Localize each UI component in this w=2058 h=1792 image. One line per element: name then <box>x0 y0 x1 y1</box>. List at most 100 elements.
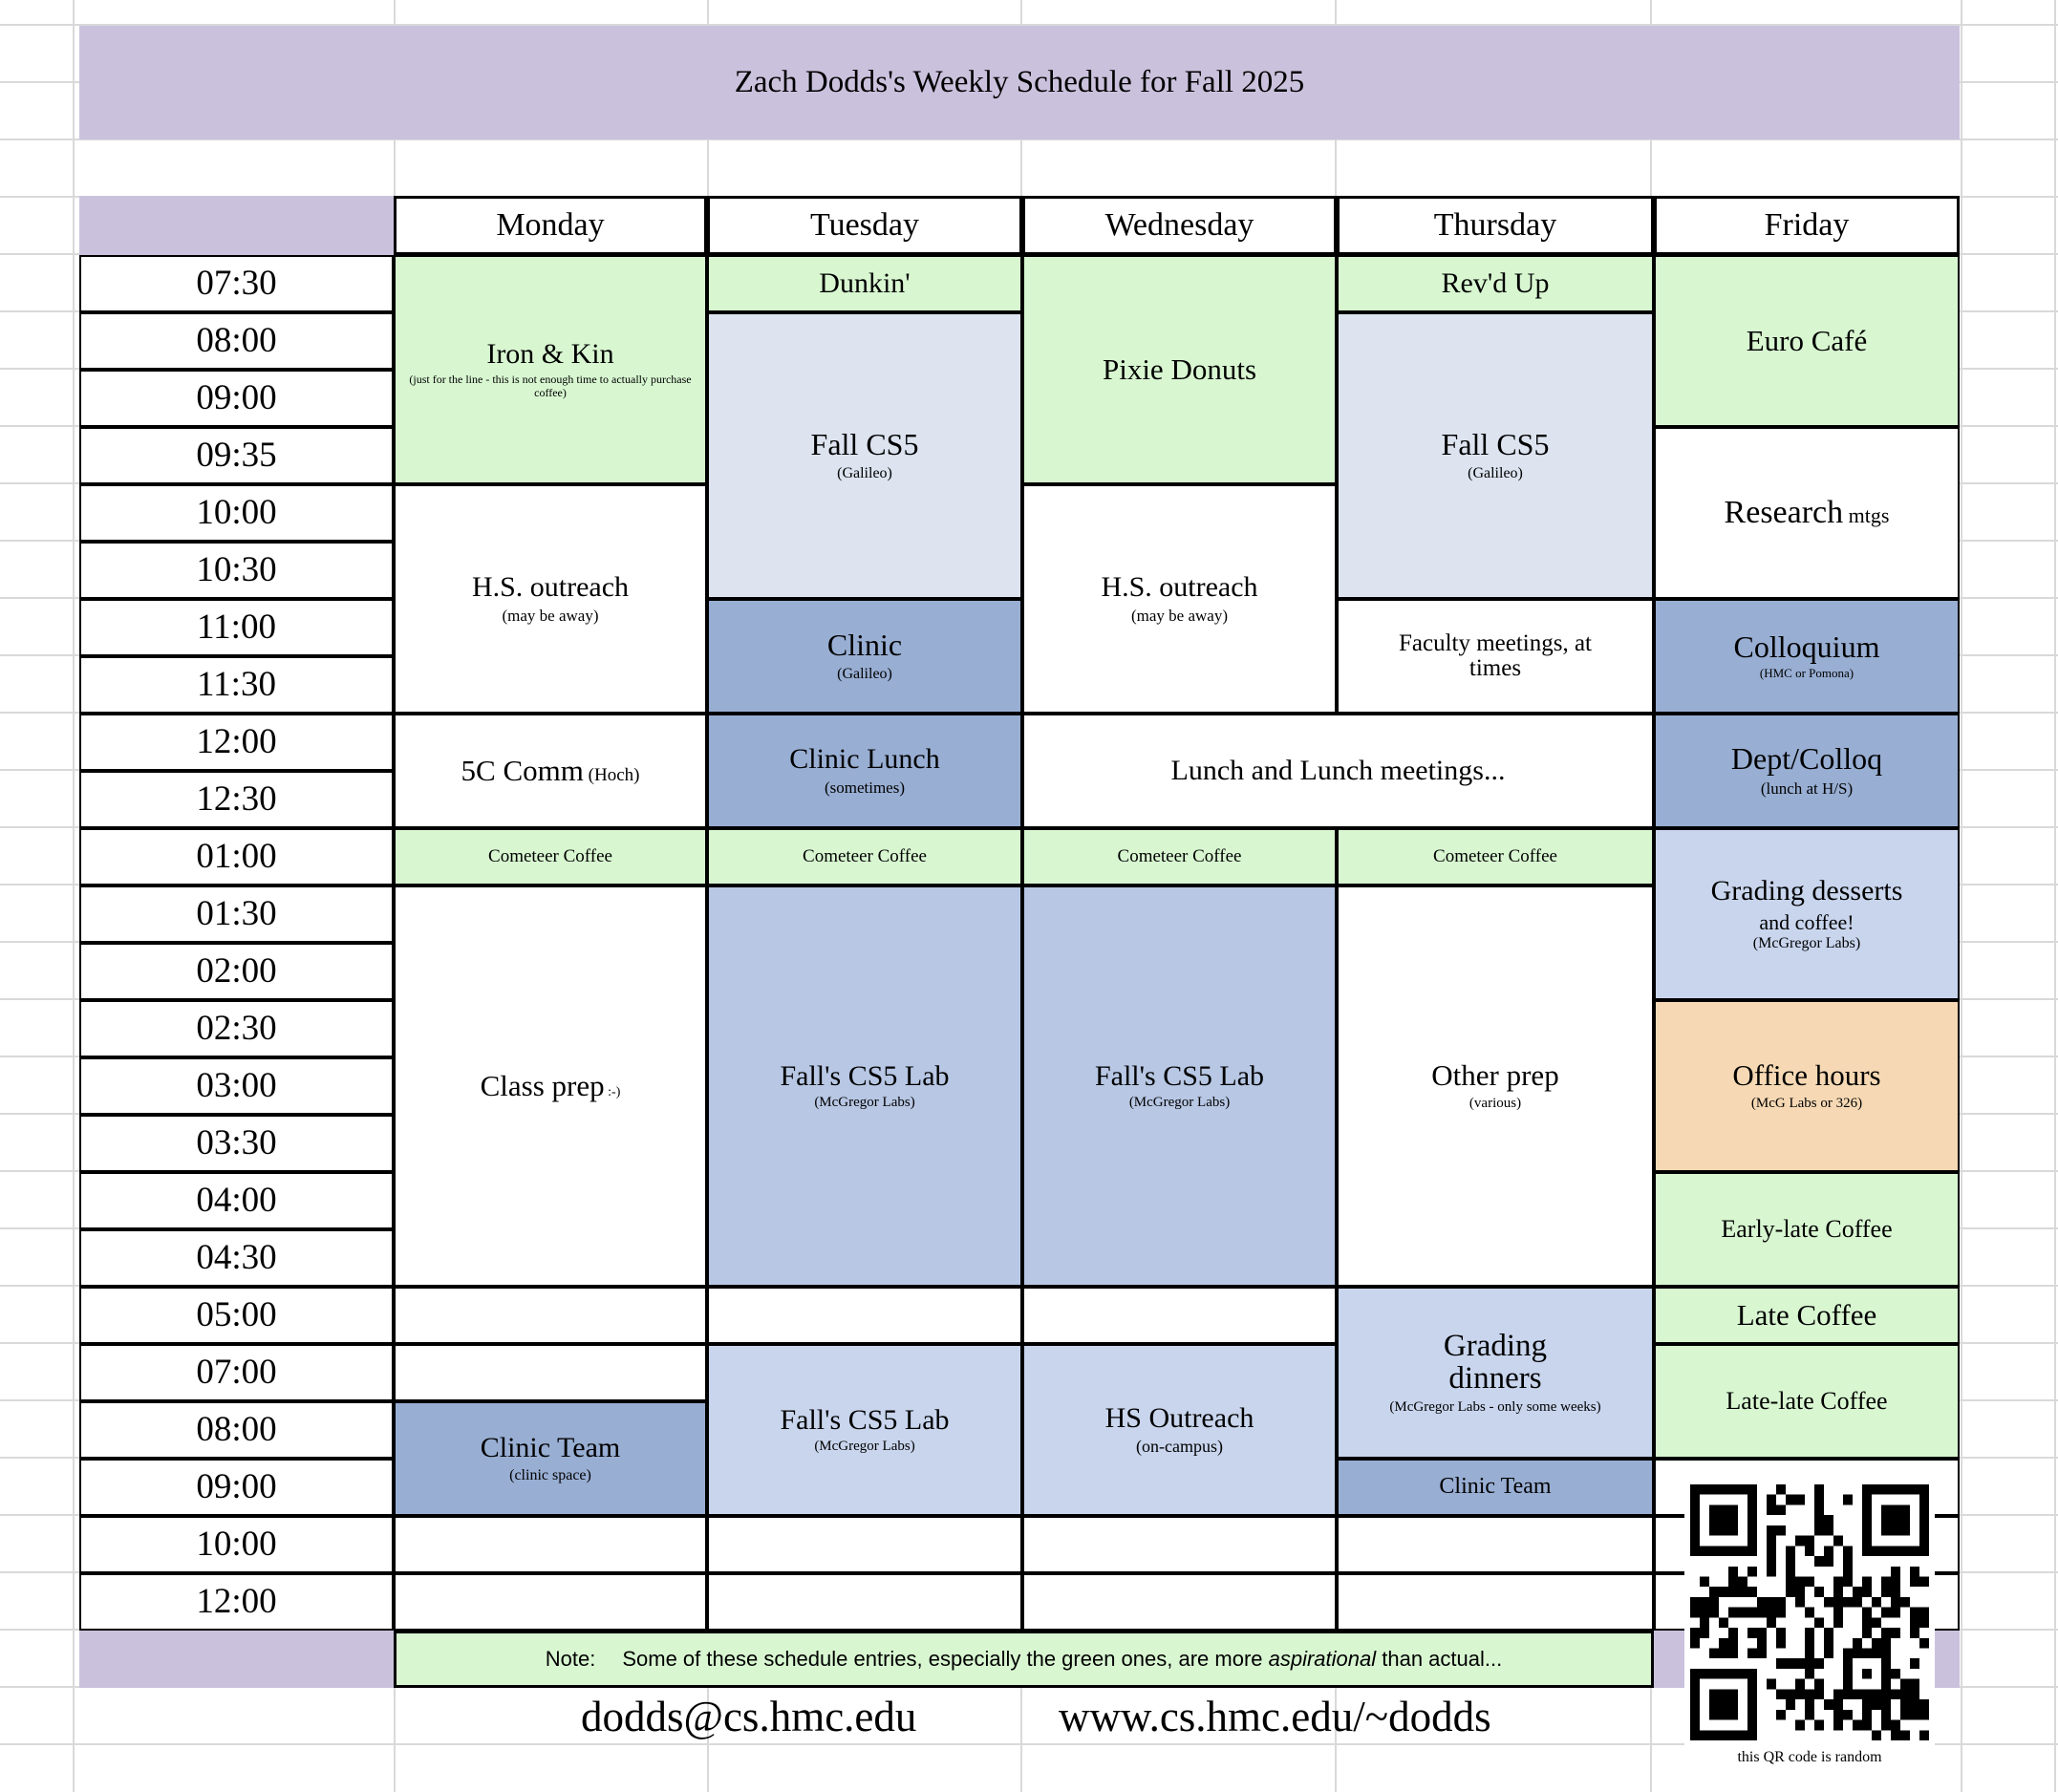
event-title: Euro Café <box>1746 323 1868 357</box>
empty-slot-cell[interactable] <box>394 1344 707 1401</box>
event-title: Clinic Team <box>1439 1474 1552 1500</box>
schedule-grid: Monday Tuesday Wednesday Thursday Friday 07:3… <box>79 196 1960 1688</box>
time-label-cell[interactable]: 12:00 <box>79 1573 394 1631</box>
event-h-s-outreach[interactable]: H.S. outreach (may be away) <box>394 484 707 714</box>
time-label-cell[interactable]: 09:00 <box>79 370 394 427</box>
event-title: H.S. outreach <box>471 571 630 604</box>
event-colloquium[interactable]: Colloquium (HMC or Pomona) <box>1654 599 1960 714</box>
time-label-cell[interactable]: 10:00 <box>79 484 394 542</box>
empty-slot-cell[interactable] <box>707 1516 1022 1573</box>
time-label-cell[interactable]: 08:00 <box>79 1401 394 1459</box>
event-clinic[interactable]: Clinic (Galileo) <box>707 599 1022 714</box>
time-label-cell[interactable]: 02:00 <box>79 943 394 1000</box>
event-title: Fall CS5 <box>810 427 919 461</box>
time-label-cell[interactable]: 04:30 <box>79 1229 394 1287</box>
event-class-prep[interactable]: Class prep :-) <box>394 885 707 1287</box>
event-fall-s-cs5-lab[interactable]: Fall's CS5 Lab (McGregor Labs) <box>707 1344 1022 1516</box>
event-office-hours[interactable]: Office hours (McG Labs or 326) <box>1654 1000 1960 1172</box>
empty-slot-cell[interactable] <box>1022 1573 1337 1631</box>
event-euro-caf[interactable]: Euro Café <box>1654 255 1960 427</box>
note-text: Some of these schedule entries, especial… <box>622 1646 1503 1671</box>
event-other-prep[interactable]: Other prep (various) <box>1337 885 1654 1287</box>
note-label: Note: <box>545 1646 596 1671</box>
event-subtitle: (Galileo) <box>837 665 892 682</box>
event-dept-colloq[interactable]: Dept/Colloq (lunch at H/S) <box>1654 714 1960 828</box>
header-corner-cell[interactable] <box>79 196 394 255</box>
empty-slot-cell[interactable] <box>394 1287 707 1344</box>
time-label-cell[interactable]: 11:00 <box>79 599 394 656</box>
event-subtitle: (sometimes) <box>824 778 906 797</box>
note-row-left-cell[interactable] <box>79 1631 394 1688</box>
time-label-cell[interactable]: 07:00 <box>79 1344 394 1401</box>
time-label-cell[interactable]: 09:35 <box>79 427 394 484</box>
event-late-late-coffee[interactable]: Late-late Coffee <box>1654 1344 1960 1459</box>
time-label-cell[interactable]: 01:30 <box>79 885 394 943</box>
day-header-friday[interactable]: Friday <box>1654 196 1960 255</box>
empty-slot-cell[interactable] <box>1022 1287 1337 1344</box>
event-clinic-team[interactable]: Clinic Team (clinic space) <box>394 1401 707 1516</box>
event-iron-kin[interactable]: Iron & Kin (just for the line - this is n… <box>394 255 707 484</box>
empty-slot-cell[interactable] <box>394 1573 707 1631</box>
empty-slot-cell[interactable] <box>1337 1516 1654 1573</box>
event-research[interactable]: Research mtgs <box>1654 427 1960 599</box>
event-rev-d-up[interactable]: Rev'd Up <box>1337 255 1654 312</box>
time-label-cell[interactable]: 03:00 <box>79 1057 394 1115</box>
time-label-cell[interactable]: 10:30 <box>79 542 394 599</box>
website-text[interactable]: www.cs.hmc.edu/~dodds <box>1059 1693 1491 1740</box>
event-cometeer-coffee[interactable]: Cometeer Coffee <box>707 828 1022 885</box>
event-lunch-and-lunch-meetings[interactable]: Lunch and Lunch meetings... <box>1022 714 1654 828</box>
day-header-wednesday[interactable]: Wednesday <box>1022 196 1337 255</box>
day-header-monday[interactable]: Monday <box>394 196 707 255</box>
empty-slot-cell[interactable] <box>707 1573 1022 1631</box>
time-label-cell[interactable]: 10:00 <box>79 1516 394 1573</box>
empty-slot-cell[interactable] <box>394 1516 707 1573</box>
event-fall-cs5[interactable]: Fall CS5 (Galileo) <box>707 312 1022 599</box>
event-title: Lunch and Lunch meetings... <box>1170 755 1506 787</box>
time-label-cell[interactable]: 05:00 <box>79 1287 394 1344</box>
day-header-thursday[interactable]: Thursday <box>1337 196 1654 255</box>
event-clinic-lunch[interactable]: Clinic Lunch (sometimes) <box>707 714 1022 828</box>
event-hs-outreach[interactable]: HS Outreach (on-campus) <box>1022 1344 1337 1516</box>
empty-slot-cell[interactable] <box>1022 1516 1337 1573</box>
event-early-late-coffee[interactable]: Early-late Coffee <box>1654 1172 1960 1287</box>
event-subtitle: (Galileo) <box>1468 464 1523 481</box>
event-pixie-donuts[interactable]: Pixie Donuts <box>1022 255 1337 484</box>
day-header-tuesday[interactable]: Tuesday <box>707 196 1022 255</box>
time-label-cell[interactable]: 12:30 <box>79 771 394 828</box>
time-label-cell[interactable]: 02:30 <box>79 1000 394 1057</box>
time-label-cell[interactable]: 07:30 <box>79 255 394 312</box>
time-label-cell[interactable]: 11:30 <box>79 656 394 714</box>
event-fall-s-cs5-lab[interactable]: Fall's CS5 Lab (McGregor Labs) <box>1022 885 1337 1287</box>
event-subtitle: (McG Labs or 326) <box>1750 1095 1863 1111</box>
time-label-cell[interactable]: 01:00 <box>79 828 394 885</box>
event-cometeer-coffee[interactable]: Cometeer Coffee <box>394 828 707 885</box>
empty-slot-cell[interactable] <box>707 1287 1022 1344</box>
event-title: Office hours <box>1732 1058 1881 1093</box>
event-title: Late-late Coffee <box>1726 1387 1888 1416</box>
event-clinic-team[interactable]: Clinic Team <box>1337 1459 1654 1516</box>
event-grading-desserts[interactable]: Grading desserts and coffee! (McGregor Lab… <box>1654 828 1960 1000</box>
event-dunkin[interactable]: Dunkin' <box>707 255 1022 312</box>
event-faculty-meetings-at-times[interactable]: Faculty meetings, at times <box>1337 599 1654 714</box>
time-label-cell[interactable]: 09:00 <box>79 1459 394 1516</box>
title-bar[interactable]: Zach Dodds's Weekly Schedule for Fall 20… <box>79 26 1960 139</box>
time-label-cell[interactable]: 04:00 <box>79 1172 394 1229</box>
time-label-cell[interactable]: 03:30 <box>79 1115 394 1172</box>
note-cell[interactable]: Note: Some of these schedule entries, esp… <box>394 1631 1654 1688</box>
empty-slot-cell[interactable] <box>1337 1573 1654 1631</box>
event-fall-s-cs5-lab[interactable]: Fall's CS5 Lab (McGregor Labs) <box>707 885 1022 1287</box>
event-late-coffee[interactable]: Late Coffee <box>1654 1287 1960 1344</box>
time-label-cell[interactable]: 12:00 <box>79 714 394 771</box>
email-text[interactable]: dodds@cs.hmc.edu <box>581 1693 917 1740</box>
time-label-cell[interactable]: 08:00 <box>79 312 394 370</box>
event-cometeer-coffee[interactable]: Cometeer Coffee <box>1022 828 1337 885</box>
event-subtitle: (lunch at H/S) <box>1760 779 1854 799</box>
event-5c-comm[interactable]: 5C Comm (Hoch) <box>394 714 707 828</box>
event-grading-dinners[interactable]: Grading dinners (McGregor Labs - only som… <box>1337 1287 1654 1459</box>
event-title: Research mtgs <box>1724 495 1890 531</box>
event-subtitle: (McGregor Labs - only some weeks) <box>1389 1399 1601 1416</box>
event-cometeer-coffee[interactable]: Cometeer Coffee <box>1337 828 1654 885</box>
event-h-s-outreach[interactable]: H.S. outreach (may be away) <box>1022 484 1337 714</box>
event-fall-cs5[interactable]: Fall CS5 (Galileo) <box>1337 312 1654 599</box>
